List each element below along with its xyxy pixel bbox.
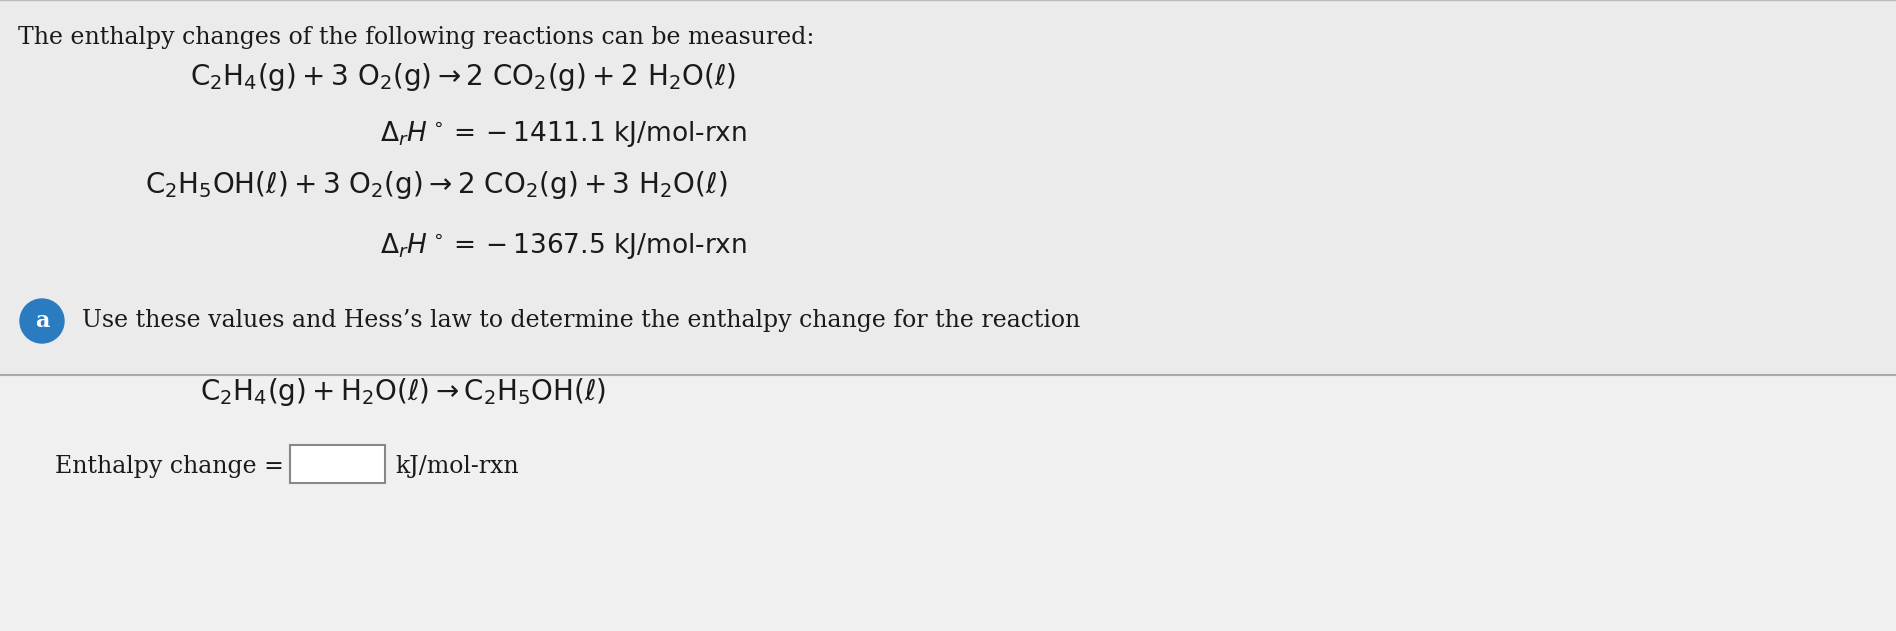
Text: $\Delta_r H^\circ = -1411.1\ \mathrm{kJ/mol\text{-}rxn}$: $\Delta_r H^\circ = -1411.1\ \mathrm{kJ/… — [379, 119, 747, 149]
Text: Enthalpy change =: Enthalpy change = — [55, 454, 284, 478]
Text: kJ/mol-rxn: kJ/mol-rxn — [394, 454, 520, 478]
Text: $\mathrm{C_2H_5OH(\ell) + 3\ O_2(g) \rightarrow 2\ CO_2(g) + 3\ H_2O(\ell)}$: $\mathrm{C_2H_5OH(\ell) + 3\ O_2(g) \rig… — [144, 169, 728, 201]
Text: The enthalpy changes of the following reactions can be measured:: The enthalpy changes of the following re… — [17, 26, 815, 49]
Text: $\mathrm{C_2H_4(g) + H_2O(\ell) \rightarrow C_2H_5OH(\ell)}$: $\mathrm{C_2H_4(g) + H_2O(\ell) \rightar… — [199, 376, 607, 408]
Text: $\Delta_r H^\circ = -1367.5\ \mathrm{kJ/mol\text{-}rxn}$: $\Delta_r H^\circ = -1367.5\ \mathrm{kJ/… — [379, 231, 747, 261]
Bar — [0, 0, 1896, 375]
Circle shape — [21, 299, 64, 343]
Text: Use these values and Hess’s law to determine the enthalpy change for the reactio: Use these values and Hess’s law to deter… — [82, 309, 1081, 333]
Bar — [0, 375, 1896, 631]
Text: $\mathrm{C_2H_4(g) + 3\ O_2(g) \rightarrow 2\ CO_2(g) + 2\ H_2O(\ell)}$: $\mathrm{C_2H_4(g) + 3\ O_2(g) \rightarr… — [190, 61, 736, 93]
Text: a: a — [34, 310, 49, 332]
Bar — [290, 445, 385, 483]
